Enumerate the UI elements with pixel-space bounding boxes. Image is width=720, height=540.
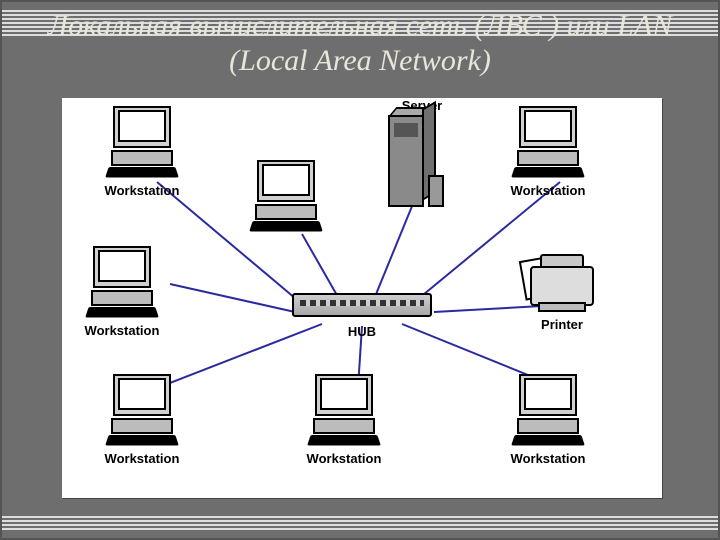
workstation-label: Workstation [488, 183, 608, 198]
slide-title: Локальная вычислительная сеть (ЛВС ) или… [2, 2, 718, 79]
server-icon [388, 115, 456, 215]
printer-icon [522, 248, 602, 310]
workstation-label: Workstation [82, 183, 202, 198]
workstation-node: Workstation [488, 106, 608, 198]
server-node: Server [362, 98, 482, 220]
printer-label: Printer [502, 317, 622, 332]
workstation-icon [251, 160, 321, 230]
workstation-node: Workstation [82, 106, 202, 198]
printer-node: Printer [502, 248, 622, 332]
hub-node: HUB [292, 293, 432, 339]
workstation-icon [309, 374, 379, 444]
hub-label: HUB [292, 324, 432, 339]
network-diagram: HUB Workstation Server Wor [62, 98, 662, 498]
workstation-icon [107, 374, 177, 444]
workstation-icon [107, 106, 177, 176]
workstation-node: Workstation [82, 374, 202, 466]
workstation-node: Workstation [62, 246, 182, 338]
workstation-label: Workstation [82, 451, 202, 466]
workstation-icon [87, 246, 157, 316]
workstation-label: Workstation [62, 323, 182, 338]
workstation-label: Workstation [284, 451, 404, 466]
workstation-node: Workstation [488, 374, 608, 466]
hub-icon [292, 293, 432, 317]
slide: Локальная вычислительная сеть (ЛВС ) или… [0, 0, 720, 540]
workstation-icon [513, 106, 583, 176]
workstation-node [226, 160, 346, 235]
workstation-node: Workstation [284, 374, 404, 466]
workstation-label: Workstation [488, 451, 608, 466]
workstation-icon [513, 374, 583, 444]
